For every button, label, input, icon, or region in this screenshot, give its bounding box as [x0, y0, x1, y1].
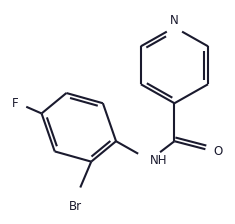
Text: Br: Br [69, 200, 82, 213]
Text: N: N [170, 14, 179, 27]
Text: NH: NH [150, 154, 167, 167]
Text: F: F [12, 97, 18, 110]
Text: O: O [214, 145, 223, 158]
